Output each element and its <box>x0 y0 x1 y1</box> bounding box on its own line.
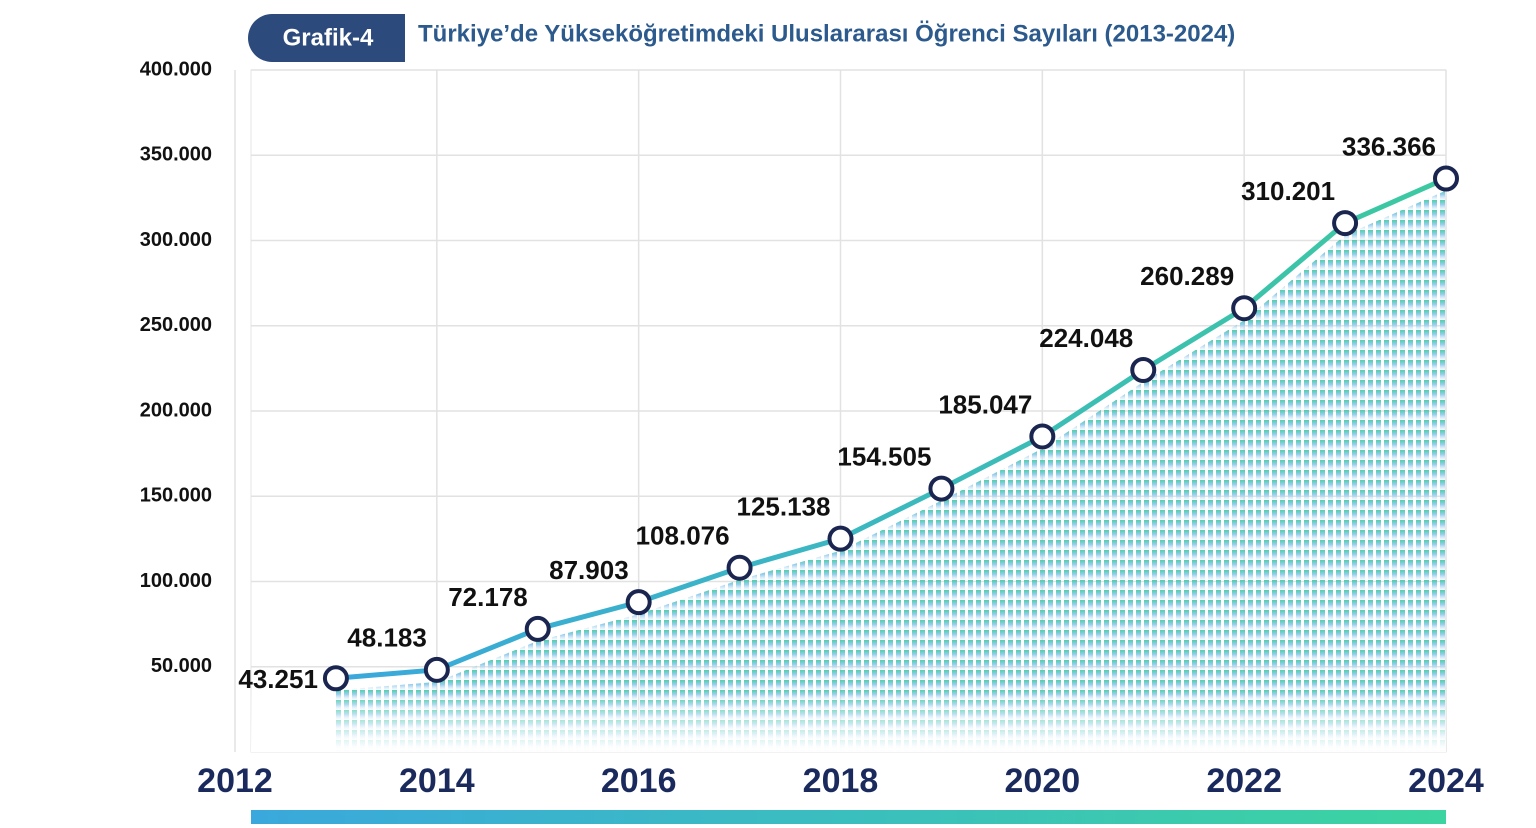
y-tick-label: 350.000 <box>140 144 212 166</box>
x-tick-label: 2020 <box>1005 762 1081 800</box>
line <box>335 176 1448 681</box>
chart-title: Türkiye’de Yükseköğretimdeki Uluslararas… <box>418 20 1235 47</box>
point <box>1433 165 1459 192</box>
point <box>1130 356 1157 383</box>
area <box>335 190 1447 752</box>
point <box>322 665 349 692</box>
y-tick-label: 400.000 <box>140 58 212 80</box>
y-tick-label: 50.000 <box>151 655 212 677</box>
point <box>1029 423 1056 450</box>
y-tick-label: 100.000 <box>140 570 212 592</box>
data-label: 125.138 <box>737 492 831 522</box>
data-label: 43.251 <box>238 664 318 694</box>
point <box>928 475 955 502</box>
point <box>827 525 854 552</box>
x-tick-label: 2018 <box>803 762 879 800</box>
data-label: 72.178 <box>448 582 528 612</box>
area-fade <box>251 690 1446 752</box>
point <box>726 554 753 581</box>
data-label: 108.076 <box>636 521 730 551</box>
x-tick-label: 2012 <box>197 762 273 800</box>
y-tick-label: 200.000 <box>140 399 212 421</box>
y-tick-label: 150.000 <box>140 485 212 507</box>
figure-label: Grafik-4 <box>283 24 374 51</box>
y-tick-label: 300.000 <box>140 229 212 251</box>
point <box>524 615 551 642</box>
data-label: 224.048 <box>1039 323 1133 353</box>
point <box>1231 295 1258 322</box>
data-label: 310.201 <box>1241 176 1335 206</box>
data-label: 260.289 <box>1140 261 1234 291</box>
point <box>423 656 450 683</box>
point <box>625 589 652 616</box>
y-tick-label: 250.000 <box>140 314 212 336</box>
bottom-bar <box>251 810 1446 824</box>
data-label: 48.183 <box>347 623 427 653</box>
data-label: 154.505 <box>837 441 931 471</box>
badge <box>248 14 405 62</box>
data-label: 87.903 <box>549 555 629 585</box>
x-tick-label: 2022 <box>1206 762 1282 800</box>
x-tick-label: 2014 <box>399 762 475 800</box>
x-tick-label: 2016 <box>601 762 677 800</box>
data-label: 185.047 <box>938 389 1032 419</box>
data-label: 336.366 <box>1342 131 1436 161</box>
point <box>1332 210 1359 237</box>
x-tick-label: 2024 <box>1408 762 1484 800</box>
marks: 43.251 48.183 72.178 87.903108.076125.13815… <box>238 131 1459 752</box>
